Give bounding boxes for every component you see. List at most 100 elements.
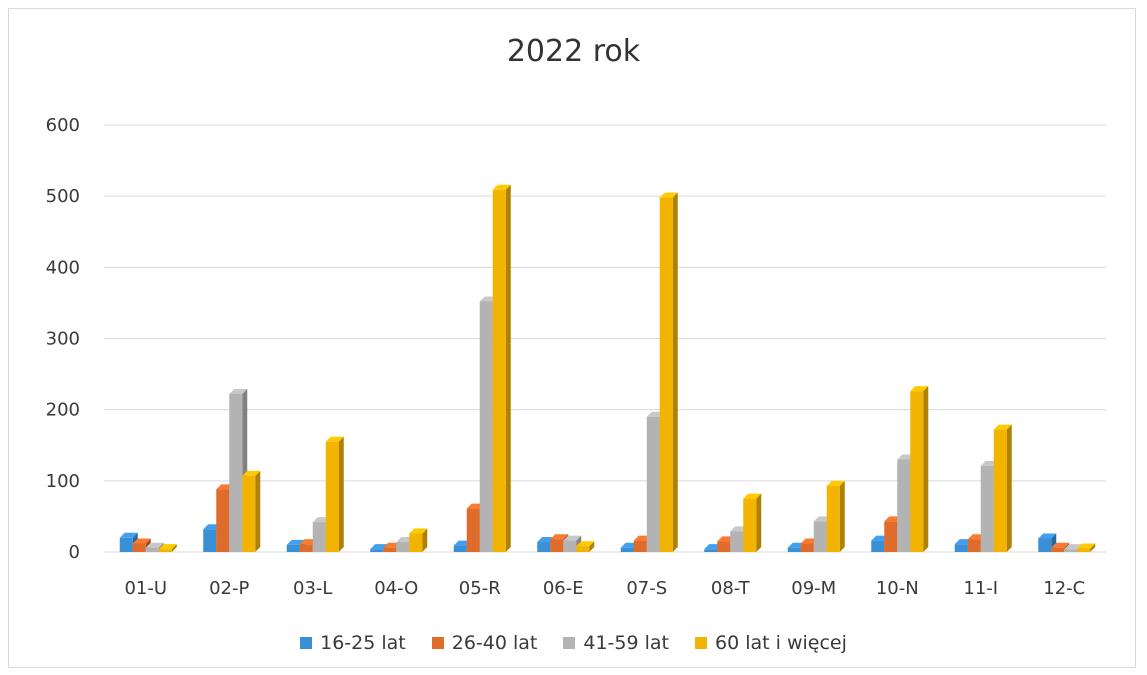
x-tick-label: 01-U	[124, 578, 167, 599]
bar-top	[409, 528, 428, 534]
bar-top	[119, 532, 138, 538]
bar-front	[492, 189, 506, 553]
bar-top	[242, 470, 261, 476]
bar-front	[884, 521, 898, 552]
bar-front	[396, 542, 410, 552]
bar-top	[132, 538, 151, 544]
bar-front	[1051, 547, 1065, 552]
bar-top	[659, 192, 678, 198]
bar-front	[286, 544, 300, 552]
x-tick-label: 10-N	[876, 578, 919, 599]
bar-side	[338, 436, 344, 552]
legend-label: 41-59 lat	[583, 632, 669, 654]
bar-front	[216, 489, 230, 552]
bar-top	[229, 389, 248, 395]
x-tick-label: 05-R	[459, 578, 501, 599]
x-tick-label: 12-C	[1043, 578, 1085, 599]
bar	[1077, 543, 1096, 552]
bar-side	[422, 528, 428, 552]
bar-front	[813, 521, 827, 552]
bar-side	[505, 184, 511, 553]
bar	[993, 424, 1012, 552]
bar-front	[132, 543, 146, 552]
bar-front	[158, 549, 172, 552]
x-tick-label: 07-S	[626, 578, 667, 599]
bar-front	[633, 540, 647, 552]
legend-swatch	[431, 637, 444, 649]
x-tick-label: 02-P	[209, 578, 249, 599]
bar	[492, 184, 511, 553]
bar-front	[312, 522, 326, 552]
legend-swatch	[563, 637, 576, 649]
legend-item: 16-25 lat	[300, 632, 406, 654]
bar-front	[576, 546, 590, 552]
bar-front	[550, 539, 564, 552]
bar-front	[743, 498, 757, 552]
bar-front	[299, 544, 313, 552]
bar-front	[229, 394, 243, 552]
bar-top	[492, 184, 511, 190]
legend-item: 41-59 lat	[563, 632, 669, 654]
bars	[119, 184, 1096, 553]
bar-side	[171, 544, 177, 552]
bar-top	[158, 544, 177, 550]
bar-front	[704, 549, 718, 552]
bar-front	[800, 543, 814, 552]
bar-top	[286, 539, 305, 545]
bar-front	[954, 544, 968, 552]
bar-front	[1038, 538, 1052, 552]
bar-front	[479, 301, 493, 552]
bar-top	[743, 493, 762, 499]
bar-top	[826, 480, 845, 486]
bar-top	[1077, 543, 1096, 549]
bar-side	[589, 541, 595, 552]
bar-front	[1077, 548, 1091, 552]
bar-front	[910, 391, 924, 552]
gridlines	[104, 124, 1106, 553]
bar-top	[1064, 544, 1083, 550]
legend-swatch	[300, 637, 313, 649]
bar-top	[325, 436, 344, 442]
bar-side	[839, 480, 845, 552]
bar-top	[550, 534, 569, 540]
x-tick-label: 03-L	[293, 578, 332, 599]
bar-side	[1006, 424, 1012, 552]
legend-label: 60 lat i więcej	[715, 632, 847, 654]
y-tick-label: 400	[46, 257, 80, 278]
bar-front	[730, 531, 744, 552]
bar-front	[717, 541, 731, 552]
bar-top	[576, 541, 595, 547]
bar-top	[993, 424, 1012, 430]
bar-front	[967, 539, 981, 552]
bar-front	[897, 459, 911, 552]
y-tick-label: 0	[69, 542, 80, 563]
bar	[242, 470, 261, 552]
x-tick-label: 09-M	[791, 578, 836, 599]
bar	[409, 528, 428, 552]
bar	[910, 386, 929, 552]
legend-label: 26-40 lat	[451, 632, 538, 654]
bar	[826, 480, 845, 552]
bar-front	[826, 485, 840, 552]
bar-front	[325, 441, 339, 552]
bar-front	[453, 545, 467, 552]
y-tick-label: 600	[46, 115, 80, 136]
bar-front	[646, 416, 660, 552]
x-tick-label: 08-T	[711, 578, 751, 599]
bar-front	[1064, 549, 1078, 552]
x-tick-label: 04-O	[374, 578, 418, 599]
bar-front	[466, 508, 480, 552]
legend-item: 26-40 lat	[431, 632, 538, 654]
bar-front	[145, 547, 159, 552]
legend-swatch	[695, 637, 707, 649]
bar-front	[620, 547, 634, 552]
bar-top	[145, 542, 164, 548]
bar-side	[255, 470, 261, 552]
bar-front	[563, 540, 577, 552]
bar-front	[383, 547, 397, 552]
bar	[325, 436, 344, 552]
bar-front	[659, 197, 673, 552]
chart-legend: 16-25 lat 26-40 lat 41-59 lat 60 lat i więc…	[0, 632, 1147, 654]
bar-top	[1038, 533, 1057, 539]
